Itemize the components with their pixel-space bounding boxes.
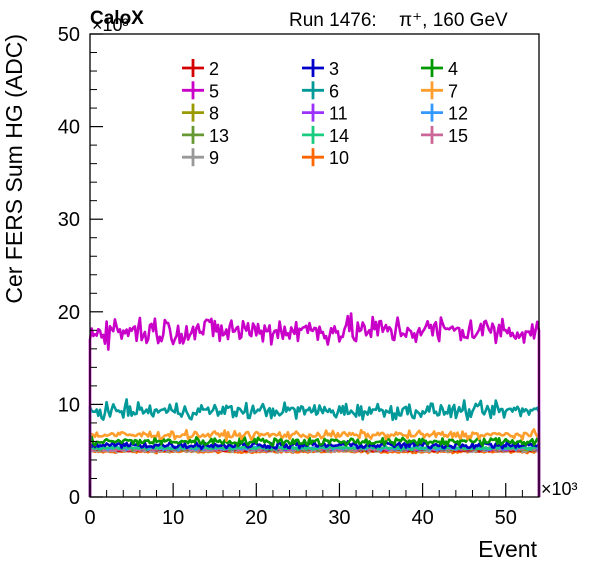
series-line-7 xyxy=(88,428,541,497)
y-axis-title: Cer FERS Sum HG (ADC) xyxy=(1,34,27,304)
series-line-13 xyxy=(88,445,541,497)
legend-entry-14: 14 xyxy=(302,126,349,146)
x-tick-label: 40 xyxy=(411,507,433,529)
legend-label: 9 xyxy=(209,148,219,168)
brand-label: CaloX xyxy=(90,8,144,29)
x-exponent-label: ×10³ xyxy=(541,479,578,499)
legend-entry-11: 11 xyxy=(302,103,348,124)
legend-entry-3: 3 xyxy=(302,59,339,79)
legend-label: 14 xyxy=(329,126,349,146)
legend-entry-6: 6 xyxy=(302,81,339,101)
y-exponent-label: ×10³ xyxy=(92,15,129,35)
legend-label: 12 xyxy=(448,104,468,124)
legend-entry-2: 2 xyxy=(182,59,219,79)
x-tick-label: 50 xyxy=(495,507,517,529)
legend-label: 15 xyxy=(448,126,468,146)
legend-entry-12: 12 xyxy=(421,103,468,124)
x-tick-label: 0 xyxy=(84,507,95,529)
series-layer xyxy=(88,312,541,497)
legend-entry-13: 13 xyxy=(182,126,229,146)
y-tick-label: 0 xyxy=(69,487,80,509)
run-label: Run 1476: xyxy=(289,10,377,31)
legend-label: 13 xyxy=(209,126,229,146)
legend-entry-10: 10 xyxy=(302,148,349,168)
series-line-6 xyxy=(88,398,541,497)
x-axis-title: Event xyxy=(478,536,537,562)
legend-label: 5 xyxy=(209,81,219,101)
y-tick-label: 40 xyxy=(58,117,80,139)
legend-entry-15: 15 xyxy=(421,126,468,146)
series-line-9 xyxy=(88,447,541,497)
y-tick-label: 20 xyxy=(58,302,80,324)
x-tick-label: 20 xyxy=(245,507,267,529)
y-tick-label: 10 xyxy=(58,394,80,416)
y-tick-label: 50 xyxy=(58,24,80,46)
series-line-2 xyxy=(88,446,541,497)
legend-label: 8 xyxy=(209,104,219,124)
legend-entry-9: 9 xyxy=(182,148,219,168)
legend-label: 10 xyxy=(329,148,349,168)
series-line-10 xyxy=(88,448,541,497)
plot-frame xyxy=(89,33,540,498)
legend-entry-7: 7 xyxy=(421,81,458,101)
legend-entry-8: 8 xyxy=(182,103,219,124)
legend-label: 3 xyxy=(329,59,339,79)
x-tick-label: 30 xyxy=(328,507,350,529)
legend-label: 4 xyxy=(448,59,458,79)
y-tick-label: 30 xyxy=(58,209,80,231)
series-line-8 xyxy=(88,445,541,497)
legend: 2 3 4 5 6 7 8 11 12 13 14 15 9 10 xyxy=(182,59,468,168)
legend-label: 11 xyxy=(329,104,348,124)
ticks-layer: 0 10 20 30 40 50 0 10 20 30 40 50 xyxy=(58,24,540,529)
legend-label: 6 xyxy=(329,81,339,101)
particle-label: π⁺, 160 GeV xyxy=(399,10,508,31)
x-tick-label: 10 xyxy=(162,507,184,529)
legend-label: 2 xyxy=(209,59,219,79)
legend-entry-4: 4 xyxy=(421,59,458,79)
legend-entry-5: 5 xyxy=(182,81,219,101)
series-line-4 xyxy=(88,435,541,497)
legend-label: 7 xyxy=(448,81,458,101)
series-line-11 xyxy=(88,445,541,497)
series-line-5 xyxy=(88,312,541,497)
series-line-15 xyxy=(88,445,541,497)
